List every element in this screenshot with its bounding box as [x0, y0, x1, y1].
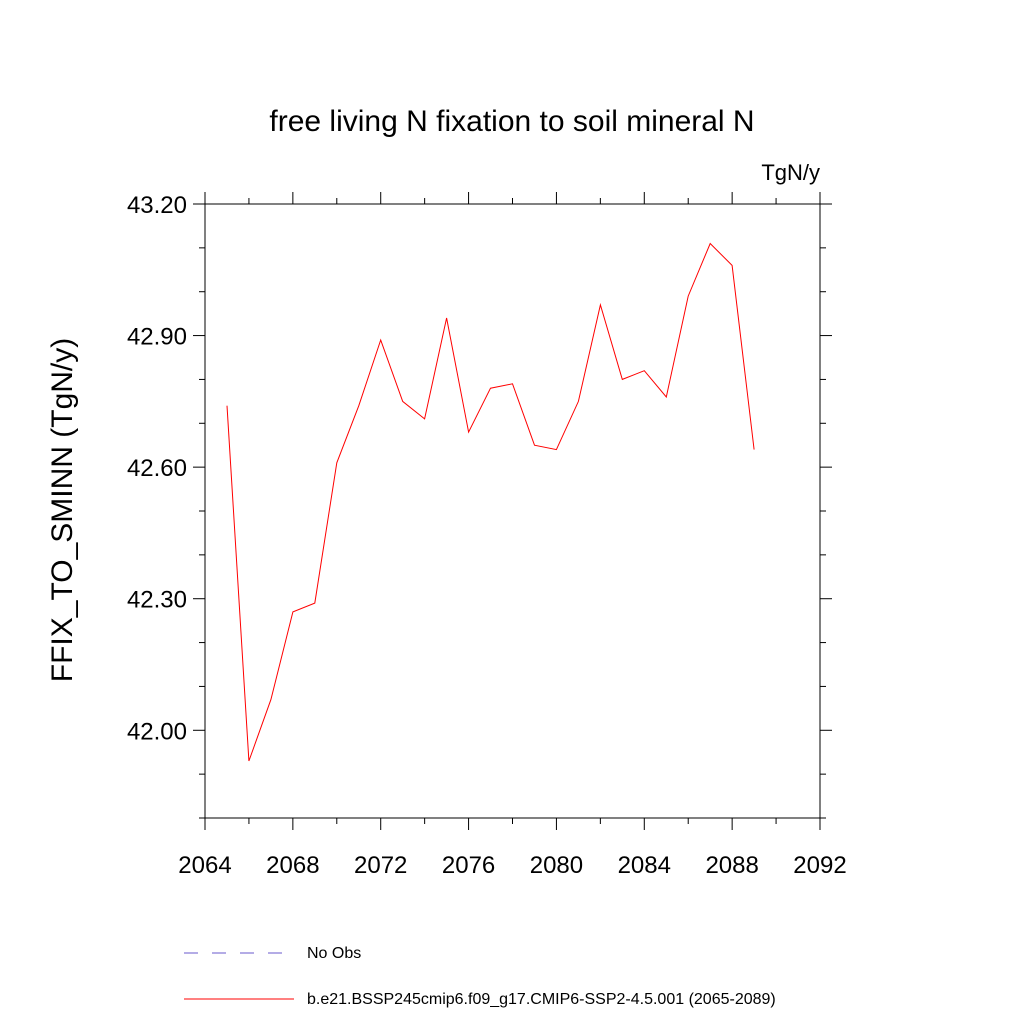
y-tick-label: 42.60 [127, 455, 187, 482]
data-point [708, 242, 712, 246]
data-point [576, 399, 580, 403]
y-tick-label: 42.30 [127, 587, 187, 614]
legend: No Obs b.e21.BSSP245cmip6.f09_g17.CMIP6-… [184, 945, 776, 1008]
data-point [598, 303, 602, 307]
data-point [752, 448, 756, 452]
data-point [511, 382, 515, 386]
series-lines [225, 242, 756, 763]
data-point [401, 399, 405, 403]
x-tick-label: 2076 [442, 852, 495, 879]
data-point [686, 294, 690, 298]
x-tick-label: 2072 [354, 852, 407, 879]
data-point [269, 698, 273, 702]
data-point [335, 461, 339, 465]
data-point [554, 448, 558, 452]
axes: 2064 2068 2072 2076 2080 2084 2088 2092 42.00 42.… [127, 192, 847, 879]
x-tick-label: 2064 [178, 852, 231, 879]
legend-label-no-obs: No Obs [307, 945, 361, 962]
data-point [445, 316, 449, 320]
data-point [642, 369, 646, 373]
chart-title: free living N fixation to soil mineral N [269, 105, 754, 138]
x-tick-label: 2080 [530, 852, 583, 879]
y-axis-label: FFIX_TO_SMINN (TgN/y) [46, 338, 79, 682]
y-tick-label: 42.90 [127, 324, 187, 351]
data-point [357, 404, 361, 408]
data-point [291, 610, 295, 614]
plot-frame [204, 203, 821, 819]
x-tick-label: 2084 [618, 852, 671, 879]
y-tick-label: 43.20 [127, 192, 187, 219]
x-tick-label: 2088 [705, 852, 758, 879]
series-line-0 [226, 242, 755, 762]
x-tick-label: 2068 [266, 852, 319, 879]
units-label: TgN/y [761, 160, 820, 185]
legend-label-series: b.e21.BSSP245cmip6.f09_g17.CMIP6-SSP2-4.… [307, 991, 776, 1008]
data-point [620, 377, 624, 381]
data-point [664, 395, 668, 399]
data-point [379, 338, 383, 342]
data-point [730, 263, 734, 267]
x-tick-label: 2092 [793, 852, 846, 879]
data-point [423, 417, 427, 421]
data-point [489, 386, 493, 390]
data-point [533, 443, 537, 447]
data-point [247, 759, 251, 763]
data-point [467, 430, 471, 434]
y-tick-label: 42.00 [127, 718, 187, 745]
data-point [313, 601, 317, 605]
data-point [225, 404, 229, 408]
